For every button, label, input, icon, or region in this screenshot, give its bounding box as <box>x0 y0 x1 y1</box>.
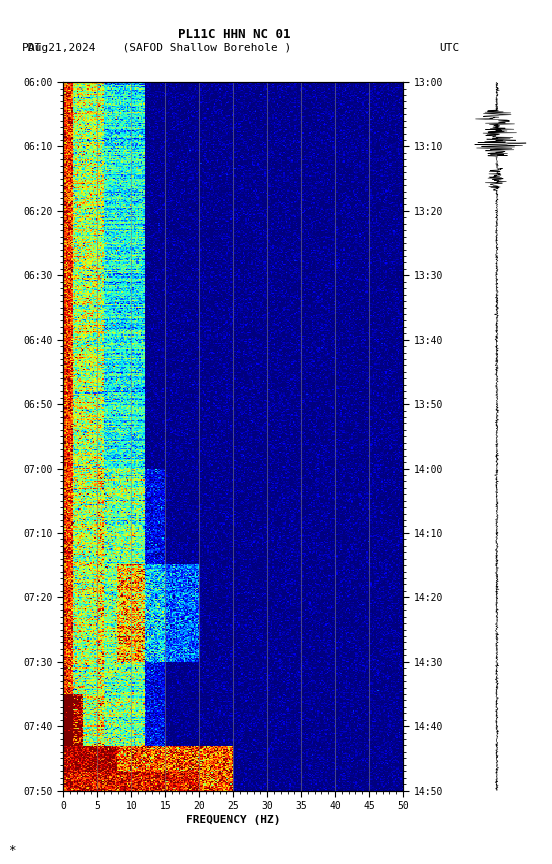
Text: PL11C HHN NC 01: PL11C HHN NC 01 <box>178 28 291 41</box>
X-axis label: FREQUENCY (HZ): FREQUENCY (HZ) <box>186 815 280 825</box>
Text: UTC: UTC <box>439 42 459 53</box>
Text: PDT: PDT <box>22 42 43 53</box>
Text: *: * <box>8 843 16 856</box>
Text: Aug21,2024    (SAFOD Shallow Borehole ): Aug21,2024 (SAFOD Shallow Borehole ) <box>29 42 291 53</box>
